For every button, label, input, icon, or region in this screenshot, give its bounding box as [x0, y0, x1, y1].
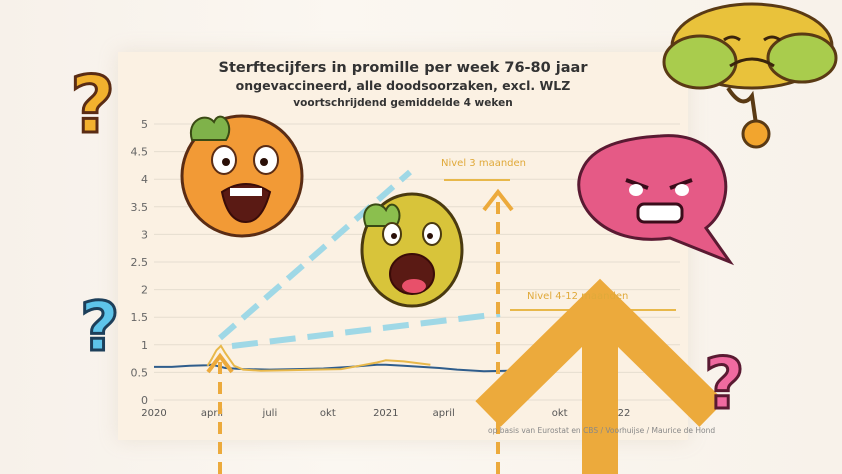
x-tick-label: april — [201, 408, 223, 419]
dashed-arrow-left — [206, 352, 234, 474]
y-tick-labels: 0 0.5 1 1.5 2 2.5 3 3.5 4 4.5 5 — [131, 118, 149, 407]
x-tick-label: juli — [262, 408, 278, 419]
x-tick-label: okt — [552, 408, 568, 419]
angry-bubble-icon — [577, 134, 735, 266]
x-tick-label: april — [433, 408, 455, 419]
confused-cloud-icon — [662, 2, 838, 149]
chart-title: Sterftecijfers in promille per week 76-8… — [218, 60, 588, 76]
up-arrow-icon — [475, 278, 725, 474]
y-tick-label: 2 — [141, 284, 148, 297]
y-tick-label: 5 — [141, 118, 148, 131]
chart-subtitle: ongevaccineerd, alle doodsoorzaken, excl… — [235, 78, 571, 93]
y-tick-label: 0.5 — [131, 366, 149, 379]
y-tick-label: 1 — [141, 339, 148, 352]
x-tick-label: 2021 — [373, 408, 398, 419]
y-tick-label: 1.5 — [131, 311, 149, 324]
question-mark-pink-icon: ? — [703, 342, 747, 427]
question-mark-icon: ? — [69, 60, 117, 153]
trend-dashed-steep — [218, 169, 412, 341]
y-tick-label: 2.5 — [131, 256, 149, 269]
x-tick-label: 2020 — [141, 408, 166, 419]
series-line-1 — [206, 344, 431, 372]
svg-text:?: ? — [70, 61, 115, 151]
y-tick-label: 4 — [141, 173, 148, 186]
annotation-level-4-12m: Nivel 4-12 maanden — [527, 291, 629, 302]
y-tick-label: 3 — [141, 228, 148, 241]
screaming-face-icon — [360, 192, 464, 308]
question-mark-blue-icon: ? — [79, 287, 121, 369]
x-tick-labels: 2020apriljuliokt2021aprilokt2022 — [141, 408, 630, 419]
chart-subtitle-2: voortschrijdend gemiddelde 4 weken — [293, 97, 513, 109]
svg-text:?: ? — [704, 343, 745, 425]
trend-dashed-shallow — [231, 311, 501, 349]
y-tick-label: 4.5 — [131, 146, 149, 159]
series-lines — [154, 344, 556, 373]
scared-face-icon — [180, 114, 304, 238]
y-tick-label: 3.5 — [131, 201, 149, 214]
y-tick-label: 0 — [141, 394, 148, 407]
series-line-0 — [154, 363, 556, 373]
annotation-level-3m: Nivel 3 maanden — [441, 158, 526, 169]
x-tick-label: okt — [320, 408, 336, 419]
dashed-arrow-right — [482, 188, 514, 474]
svg-text:?: ? — [80, 288, 119, 367]
source-credit: op basis van Eurostat en CBS / Voorhuijs… — [488, 426, 716, 435]
